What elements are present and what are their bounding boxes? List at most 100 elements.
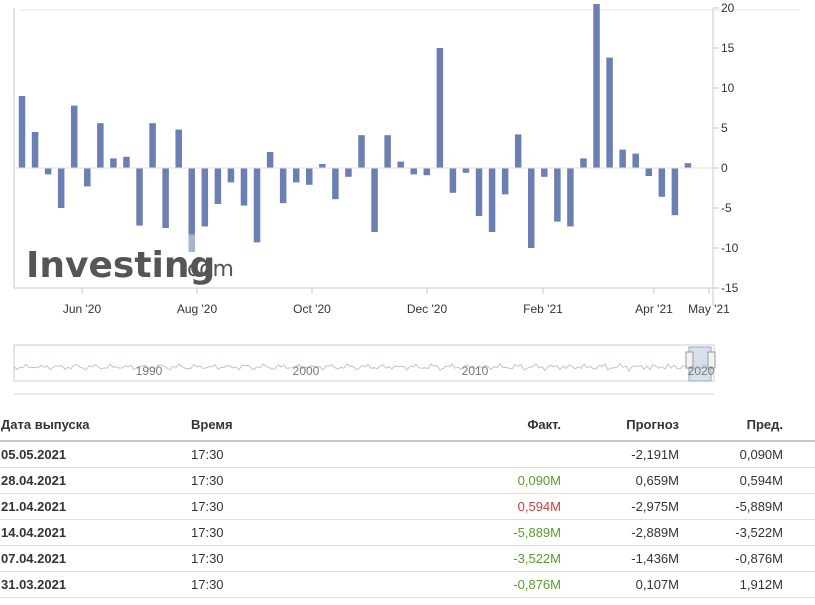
x-tick-label: Oct '20 <box>293 302 331 316</box>
bar <box>201 168 209 227</box>
bar <box>449 168 457 193</box>
bar <box>279 168 287 204</box>
bar <box>188 168 195 252</box>
x-tick-label: Apr '21 <box>635 302 673 316</box>
bar <box>149 123 156 168</box>
bar <box>44 168 52 175</box>
table-row: 07.04.2021 17:30 -3,522M -1,436M -0,876M <box>0 545 815 572</box>
bar <box>514 134 522 168</box>
header-release-date[interactable]: Дата выпуска <box>0 408 191 442</box>
range-navigator[interactable]: 1990 2000 2010 2020 <box>13 344 716 395</box>
release-history-table: Дата выпуска Время Факт. Прогноз Пред. 0… <box>0 408 815 598</box>
bar <box>123 156 130 168</box>
y-axis: -15 -10 -5 0 5 10 15 20 <box>14 1 739 295</box>
bar <box>110 158 117 168</box>
cell-actual <box>381 441 561 468</box>
bar <box>266 152 274 168</box>
cell-forecast: -2,975M <box>561 493 679 520</box>
cell-release-date: 05.05.2021 <box>0 441 191 468</box>
bar <box>97 123 104 168</box>
header-time[interactable]: Время <box>191 408 381 442</box>
y-tick-label: 15 <box>721 41 735 55</box>
bar-highlight <box>188 234 195 252</box>
cell-release-date: 14.04.2021 <box>0 519 191 546</box>
cell-time: 17:30 <box>191 519 381 546</box>
bar <box>501 168 509 195</box>
bar <box>84 168 91 187</box>
cell-release-date: 07.04.2021 <box>0 545 191 572</box>
bar <box>332 168 339 200</box>
navigator-year-label: 1990 <box>136 364 163 378</box>
bar-chart: Investing .com -15 -10 -5 0 5 10 15 20 Jun '20 A… <box>13 1 800 395</box>
bar <box>580 158 587 168</box>
cell-previous: 1,912M <box>679 571 783 598</box>
cell-previous: -0,876M <box>679 545 783 572</box>
cell-time: 17:30 <box>191 571 381 598</box>
row-spacer <box>783 545 815 572</box>
cell-time: 17:30 <box>191 441 381 468</box>
table-body: 05.05.2021 17:30 -2,191M 0,090M 28.04.2021 17… <box>0 441 815 598</box>
cell-actual: -0,876M <box>381 571 561 598</box>
cell-previous: -3,522M <box>679 519 783 546</box>
y-tick-label: 10 <box>721 81 735 95</box>
header-previous[interactable]: Пред. <box>679 408 783 442</box>
x-tick-label: Aug '20 <box>177 302 218 316</box>
bar <box>31 132 39 168</box>
bar <box>488 168 496 232</box>
bar <box>567 168 574 227</box>
cell-previous: 0,090M <box>679 441 783 468</box>
bar <box>345 168 352 177</box>
cell-release-date: 28.04.2021 <box>0 467 191 494</box>
bar <box>227 168 235 183</box>
row-spacer <box>783 467 815 494</box>
bar <box>18 96 26 168</box>
cell-actual: -3,522M <box>381 545 561 572</box>
watermark-brand: Investing <box>26 245 215 286</box>
bar <box>384 135 391 168</box>
header-forecast[interactable]: Прогноз <box>561 408 679 442</box>
bar <box>175 129 182 168</box>
chart-container: Investing .com -15 -10 -5 0 5 10 15 20 Jun '20 A… <box>13 1 800 395</box>
bar <box>436 48 444 168</box>
bar <box>541 168 548 177</box>
table-header-row: Дата выпуска Время Факт. Прогноз Пред. <box>0 408 815 442</box>
navigator-year-label: 2020 <box>688 364 715 378</box>
cell-forecast: 0,107M <box>561 571 679 598</box>
bar <box>253 168 261 243</box>
bar <box>136 168 143 226</box>
x-tick-label: Jun '20 <box>63 302 102 316</box>
bar <box>645 168 653 176</box>
bar <box>462 168 470 173</box>
bar <box>214 168 222 204</box>
bar <box>371 168 378 232</box>
bar <box>593 4 600 168</box>
header-spacer <box>783 408 815 442</box>
table-row: 21.04.2021 17:30 0,594M -2,975M -5,889M <box>0 493 815 520</box>
bar <box>240 168 248 206</box>
y-tick-label: -15 <box>721 281 739 295</box>
navigator-year-label: 2000 <box>293 364 320 378</box>
cell-forecast: -1,436M <box>561 545 679 572</box>
navigator-frame <box>13 344 715 382</box>
x-axis: Jun '20 Aug '20 Oct '20 Dec '20 Feb '21 Apr '… <box>63 288 730 316</box>
cell-actual: -5,889M <box>381 519 561 546</box>
bar <box>554 168 561 222</box>
bar <box>292 168 300 183</box>
bar <box>423 168 431 176</box>
bar <box>57 168 65 208</box>
investing-watermark: Investing .com <box>26 245 234 286</box>
row-spacer <box>783 493 815 520</box>
header-actual[interactable]: Факт. <box>381 408 561 442</box>
table-row: 28.04.2021 17:30 0,090M 0,659M 0,594M <box>0 467 815 494</box>
y-tick-label: -10 <box>721 241 739 255</box>
bar <box>606 57 613 168</box>
table-row: 14.04.2021 17:30 -5,889M -2,889M -3,522M <box>0 519 815 546</box>
cell-time: 17:30 <box>191 493 381 520</box>
bar <box>319 164 326 168</box>
cell-actual: 0,594M <box>381 493 561 520</box>
bar <box>410 168 417 175</box>
bar <box>528 168 535 248</box>
cell-forecast: -2,889M <box>561 519 679 546</box>
bar <box>632 153 639 168</box>
bar <box>475 168 483 216</box>
